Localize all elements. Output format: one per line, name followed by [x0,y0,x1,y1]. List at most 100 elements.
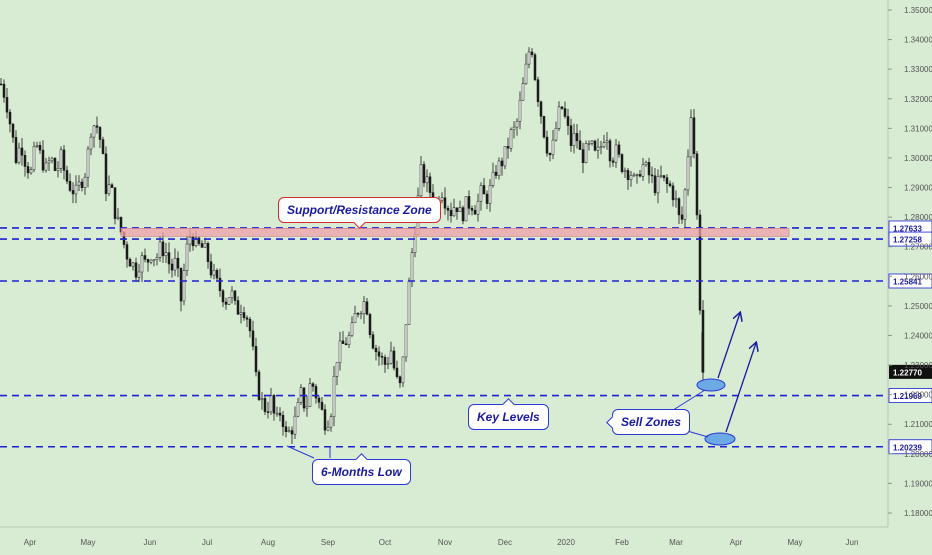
candle-body [659,175,663,177]
price-tick-label: 1.23000 [904,361,932,370]
candle-body [665,177,669,184]
candle-body [176,257,180,269]
candle-body [143,255,147,260]
candle-body [254,346,258,373]
price-tick-label: 1.22000 [904,391,932,400]
candle-body [647,162,651,176]
current-price-box [889,364,932,379]
candle-body [653,175,657,194]
candle-body [413,234,417,253]
time-tick-label: Jun [846,538,859,547]
candle-body [245,317,249,320]
candle-body [614,144,618,163]
candle-body [137,271,141,278]
candle-body [386,363,390,365]
candle-body [362,301,366,315]
candle-body [368,314,372,335]
candle-body [380,356,384,358]
candle-body [419,164,423,197]
candle-body [152,259,156,261]
candle-body [596,146,600,151]
low-label-pointer-left [286,445,315,459]
candle-body [20,147,24,156]
candle-body [491,171,495,186]
candle-body [461,207,465,222]
candle-body [80,181,84,188]
candle-body [338,340,342,363]
candle-body [521,83,525,101]
candle-body [392,350,396,369]
time-tick-label: Apr [24,538,37,547]
time-tick-label: 2020 [557,538,575,547]
price-tick-label: 1.20000 [904,450,932,459]
candle-body [113,187,117,219]
candle-body [98,127,102,140]
candle-body [401,356,405,384]
candle-body [536,79,540,102]
candle-body [473,210,477,215]
candle-body [527,51,531,65]
zone-band [120,228,790,237]
candle-body [578,140,582,150]
candle-body [395,367,399,377]
candle-body [464,196,468,222]
candle-body [89,136,93,150]
candle-body [422,164,426,184]
candle-body [71,190,75,195]
candle-body [347,335,351,346]
sell-zones-label: Sell Zones [612,409,691,435]
candle-body [83,176,87,188]
candle-body [62,149,66,171]
candle-body [452,207,456,217]
candle-body [503,146,507,167]
candle-body [155,256,159,260]
candle-body [557,106,561,129]
time-tick-label: Oct [379,538,392,547]
candle-body [629,175,633,181]
candle-body [446,207,450,211]
candle-body [497,160,501,176]
candle-body [5,97,9,113]
time-tick-label: May [80,538,95,547]
candle-body [41,149,45,171]
candle-body [317,397,321,403]
candle-body [548,153,552,156]
candle-body [125,244,129,260]
time-tick-label: Mar [669,538,683,547]
candle-body [563,108,567,117]
candle-body [86,148,90,178]
candle-body [290,430,294,435]
candle-body [56,168,60,171]
candle-body [677,198,681,216]
candle-body [11,123,15,138]
candle-body [455,207,459,213]
candle-body [638,174,642,177]
candle-body [371,334,375,349]
candle-body [485,193,489,204]
candle-body [680,214,684,220]
candle-body [161,241,165,257]
time-tick-label: May [787,538,802,547]
candle-body [296,402,300,417]
candle-body [515,121,519,128]
time-tick-label: Feb [615,538,629,547]
key-level-price-label: 1.21969 [893,392,922,401]
candle-body [251,330,255,347]
candle-body [224,301,228,305]
candle-body [671,185,675,201]
candle-body [617,144,621,155]
candle-body [32,146,36,170]
key-level-price-label: 1.27633 [893,224,922,233]
candle-body [23,155,27,167]
key-level-price-label: 1.27258 [893,236,922,245]
candle-body [482,185,486,195]
candle-body [566,116,570,126]
price-tick-label: 1.25000 [904,302,932,311]
current-price-label: 1.22770 [893,368,922,377]
candle-body [95,125,99,128]
candle-body [44,162,48,171]
candle-body [260,398,264,400]
candle-body [398,376,402,384]
price-axis: 1.35000 1.34000 1.33000 1.32000 1.31000 1.300… [887,0,932,527]
six-months-low-label: 6-Months Low [312,459,411,485]
